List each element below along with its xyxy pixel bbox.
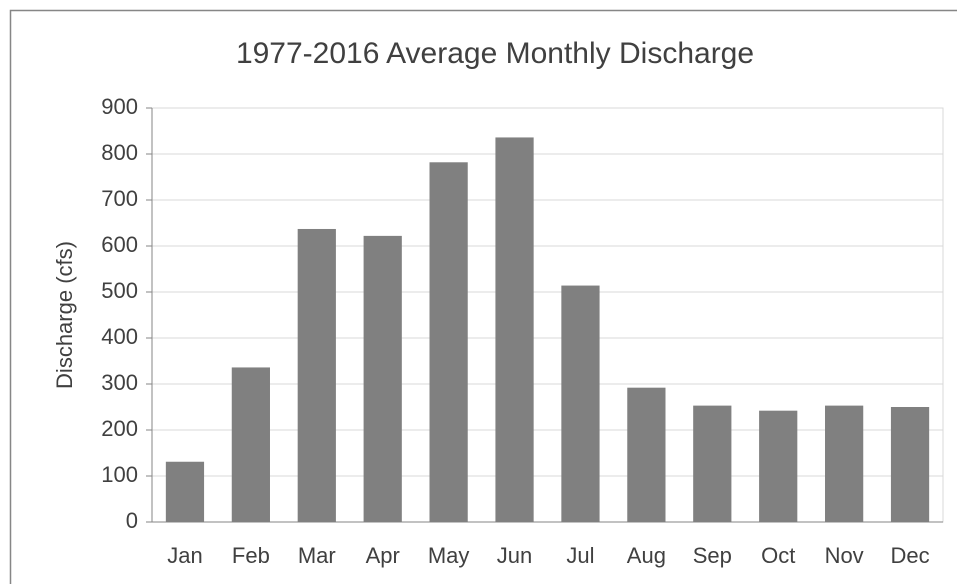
y-tick-label: 900 (101, 94, 138, 119)
bar (165, 461, 205, 522)
bar (825, 405, 864, 522)
x-tick-label: Feb (232, 543, 270, 568)
chart-border (9, 9, 957, 584)
x-tick-label: Apr (366, 543, 400, 568)
x-tick-label: Jan (167, 543, 202, 568)
y-tick-label: 300 (101, 370, 138, 395)
x-tick-label: Jun (497, 543, 532, 568)
y-tick-label: 200 (101, 416, 138, 441)
x-tick-label: Jul (566, 543, 594, 568)
bar (890, 407, 930, 522)
x-tick-label: Sep (693, 543, 732, 568)
x-tick-label: Dec (890, 543, 929, 568)
y-tick-label: 600 (101, 232, 138, 257)
y-tick-label: 0 (126, 508, 138, 533)
y-tick-label: 100 (101, 462, 138, 487)
x-tick-label: May (428, 543, 470, 568)
bar (561, 285, 600, 522)
bar (693, 405, 732, 522)
bar (231, 367, 270, 522)
y-axis-label: Discharge (cfs) (52, 241, 77, 389)
y-tick-label: 800 (101, 140, 138, 165)
bar (495, 137, 534, 522)
x-tick-label: Aug (627, 543, 666, 568)
bar (297, 228, 336, 523)
bar (627, 387, 666, 522)
bar (363, 235, 402, 522)
y-tick-label: 400 (101, 324, 138, 349)
y-tick-label: 700 (101, 186, 138, 211)
x-tick-label: Mar (298, 543, 336, 568)
chart-title: 1977-2016 Average Monthly Discharge (236, 37, 754, 70)
x-tick-label: Oct (761, 543, 795, 568)
bar (759, 410, 798, 522)
bar (429, 162, 468, 522)
plot-area (151, 107, 944, 523)
x-tick-label: Nov (825, 543, 864, 568)
y-tick-label: 500 (101, 278, 138, 303)
